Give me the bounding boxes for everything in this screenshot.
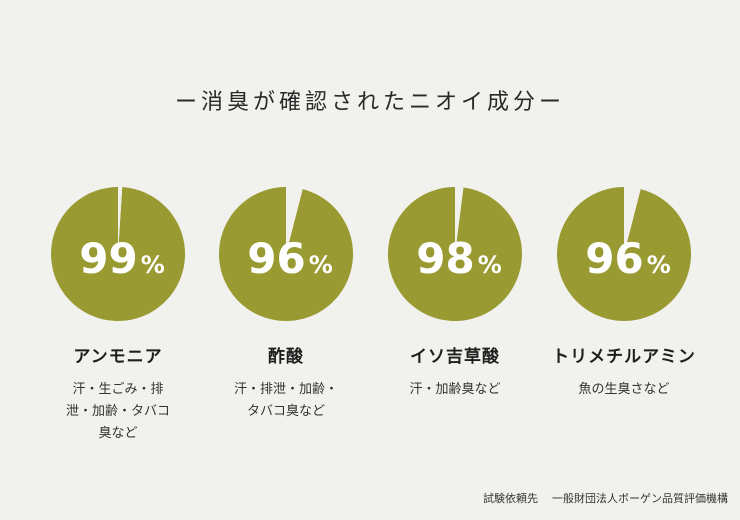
item-name-2: イソ吉草酸 (410, 347, 500, 367)
pie-value-label-3: 96 (585, 234, 643, 283)
pie-slice-rest-2 (455, 187, 464, 254)
pie-slice-rest-0 (118, 186, 123, 254)
pie-value-label-2: 98 (416, 234, 474, 283)
item-name-1: 酢酸 (268, 347, 304, 367)
item-desc-3: 魚の生臭さなど (578, 382, 670, 397)
page-title: ー消臭が確認されたニオイ成分ー (174, 90, 565, 115)
footer-label: 試験依頼先 (483, 492, 538, 505)
pie-value-label-0: 99 (79, 234, 137, 283)
item-desc-1: 汗・排泄・加齢・タバコ臭など (233, 382, 338, 419)
percent-sign-3: % (647, 251, 671, 279)
item-desc-2: 汗・加齢臭など (409, 382, 501, 397)
svg-text:96%: 96% (585, 234, 671, 283)
svg-text:99%: 99% (79, 234, 165, 283)
svg-text:98%: 98% (416, 234, 502, 283)
item-name-0: アンモニア (73, 347, 163, 367)
pie-slice-rest-3 (624, 187, 641, 254)
chart-item-0: 99% アンモニア 汗・生ごみ・排泄・加齢・タバコ臭など (43, 186, 193, 445)
item-desc-0: 汗・生ごみ・排泄・加齢・タバコ臭など (65, 382, 170, 441)
pie-chart-3: 96% (557, 187, 692, 321)
pie-value-label-1: 96 (247, 234, 305, 283)
pie-chart-1: 96% (219, 187, 354, 321)
pie-slice-rest-1 (286, 187, 303, 254)
pie-slice-main-1 (219, 187, 354, 321)
footer-org: 一般財団法人ボーゲン品質評価機構 (552, 492, 728, 505)
percent-sign-1: % (309, 251, 333, 279)
percent-sign-0: % (141, 251, 165, 279)
item-name-3: トリメチルアミン (552, 347, 696, 367)
chart-item-2: 98% イソ吉草酸 汗・加齢臭など (380, 186, 530, 401)
chart-item-1: 96% 酢酸 汗・排泄・加齢・タバコ臭など (211, 186, 361, 423)
pie-slice-main-3 (557, 187, 692, 321)
footer: 試験依頼先 一般財団法人ボーゲン品質評価機構 (483, 490, 728, 506)
pie-slice-main-2 (387, 187, 522, 321)
pie-chart-2: 98% (387, 187, 522, 321)
percent-sign-2: % (478, 251, 502, 279)
svg-text:96%: 96% (247, 234, 333, 283)
chart-item-3: 96% トリメチルアミン 魚の生臭さなど (549, 186, 699, 401)
pie-slice-main-0 (51, 187, 186, 321)
pie-chart-0: 99% (51, 186, 186, 321)
